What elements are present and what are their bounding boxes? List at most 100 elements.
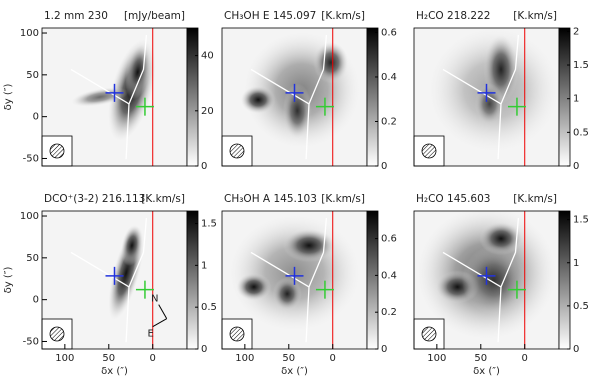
y-tick-label: 50: [26, 253, 39, 264]
y-tick-label: -50: [23, 336, 39, 347]
panel: H₂CO 218.222 [K.km/s] 0 0.5 1 1.5 2: [413, 10, 589, 172]
panel-unit: [K.km/s]: [321, 193, 365, 205]
map-image: [229, 211, 360, 349]
y-tick-label: 0: [33, 112, 39, 123]
orientation-arrow: [152, 318, 167, 328]
colorbar-tick-label: 1: [201, 260, 207, 271]
outflow-line: [442, 68, 502, 105]
colorbar-tick-label: 0.4: [381, 270, 397, 281]
panel: CH₃OH A 145.103 [K.km/s] 100 50 0 δx (″) 0 0.2 0…: [221, 193, 397, 377]
emission-blob: [461, 245, 526, 315]
map-image: [240, 28, 360, 166]
outflow-line: [305, 34, 328, 160]
outflow-line: [250, 68, 310, 105]
x-tick-label: 100: [427, 353, 446, 364]
x-axis-label: δx (″): [101, 366, 128, 377]
beam: [229, 143, 245, 159]
colorbar: [366, 27, 379, 167]
colorbar-tick-label: 1.5: [201, 219, 217, 230]
emission-blob: [282, 228, 336, 263]
beam: [229, 326, 245, 342]
x-tick-label: 0: [522, 353, 528, 364]
y-tick-label: -50: [23, 153, 39, 164]
colorbar-tick-label: 0: [381, 344, 387, 355]
y-axis-label: δy (″): [3, 84, 14, 111]
colorbar-tick-label: 0.6: [381, 234, 397, 245]
beam: [421, 326, 437, 342]
x-axis-label: δx (″): [281, 366, 308, 377]
beam: [421, 143, 437, 159]
panel-title: DCO⁺(3-2) 216.113: [44, 193, 145, 205]
colorbar-tick-label: 1.5: [573, 215, 589, 226]
emission-blob: [121, 225, 143, 266]
outflow-line: [497, 34, 520, 160]
orientation-arrow: [158, 304, 168, 319]
colorbar-tick-label: 0.5: [573, 127, 589, 138]
panel-title: H₂CO 145.603: [416, 193, 490, 205]
beam: [49, 326, 65, 342]
colorbar-tick-label: 20: [201, 106, 214, 117]
colorbar-tick-label: 0.4: [381, 72, 397, 83]
outflow-line: [442, 251, 502, 288]
emission-blob: [236, 273, 272, 301]
outflow-line: [125, 217, 148, 343]
beam: [49, 143, 65, 159]
colorbar-tick-label: 0: [381, 161, 387, 172]
colorbar: [186, 210, 199, 350]
outflow-line: [125, 34, 148, 160]
y-tick-label: 100: [20, 211, 39, 222]
panel-unit: [K.km/s]: [141, 193, 185, 205]
colorbar: [558, 27, 571, 167]
panel: DCO⁺(3-2) 216.113[K.km/s]100 50 0-50050100…: [3, 193, 217, 377]
beam-box: [413, 135, 445, 167]
panel: H₂CO 145.603 [K.km/s] 100 50 0 δx (″) 0 0.5 1 1.5: [413, 193, 589, 377]
y-tick-label: 0: [33, 295, 39, 306]
x-tick-label: 0: [330, 353, 336, 364]
panel-unit: [K.km/s]: [513, 193, 557, 205]
outflow-line: [305, 217, 328, 343]
colorbar-tick-label: 0.5: [201, 302, 217, 313]
colorbar: [366, 210, 379, 350]
x-axis-label: δx (″): [473, 366, 500, 377]
x-tick-label: 50: [102, 353, 115, 364]
y-tick-label: 50: [26, 70, 39, 81]
outflow-line: [70, 251, 130, 288]
panel-unit: [K.km/s]: [513, 10, 557, 22]
colorbar-tick-label: 0.2: [381, 307, 397, 318]
map-image: [428, 28, 559, 166]
orientation-label: E: [148, 329, 154, 340]
y-axis-label: δy (″): [3, 267, 14, 294]
colorbar-tick-label: 0: [201, 161, 207, 172]
colorbar: [186, 27, 199, 167]
colorbar-tick-label: 0.2: [381, 116, 397, 127]
x-tick-label: 0: [150, 353, 156, 364]
panel-unit: [mJy/beam]: [124, 10, 185, 22]
emission-blob: [474, 83, 504, 125]
x-tick-label: 50: [282, 353, 295, 364]
colorbar-tick-label: 0: [573, 344, 579, 355]
map-image: [416, 211, 557, 349]
map-image: [70, 211, 154, 349]
panel-unit: [K.km/s]: [321, 10, 365, 22]
outflow-line: [497, 217, 520, 343]
colorbar-tick-label: 0: [573, 161, 579, 172]
colorbar-tick-label: 0.6: [381, 27, 397, 38]
outflow-line: [70, 68, 130, 105]
x-tick-label: 100: [55, 353, 74, 364]
colorbar-tick-label: 40: [201, 51, 214, 62]
y-tick-label: 100: [20, 28, 39, 39]
orientation-label: N: [151, 294, 158, 305]
panel: CH₃OH E 145.097 [K.km/s] 0 0.2 0.4 0.6: [221, 10, 397, 172]
panel-title: H₂CO 218.222: [416, 10, 490, 22]
x-tick-label: 100: [235, 353, 254, 364]
colorbar-tick-label: 0: [201, 344, 207, 355]
panel-title: 1.2 mm 230: [44, 10, 108, 22]
outflow-line: [250, 251, 310, 288]
colorbar-tick-label: 2: [573, 26, 579, 37]
emission-blob: [282, 83, 312, 139]
emission-blob: [313, 41, 349, 84]
emission-blob: [272, 277, 302, 311]
colorbar-tick-label: 1: [573, 94, 579, 105]
x-tick-label: 50: [474, 353, 487, 364]
colorbar-tick-label: 1.5: [573, 60, 589, 71]
